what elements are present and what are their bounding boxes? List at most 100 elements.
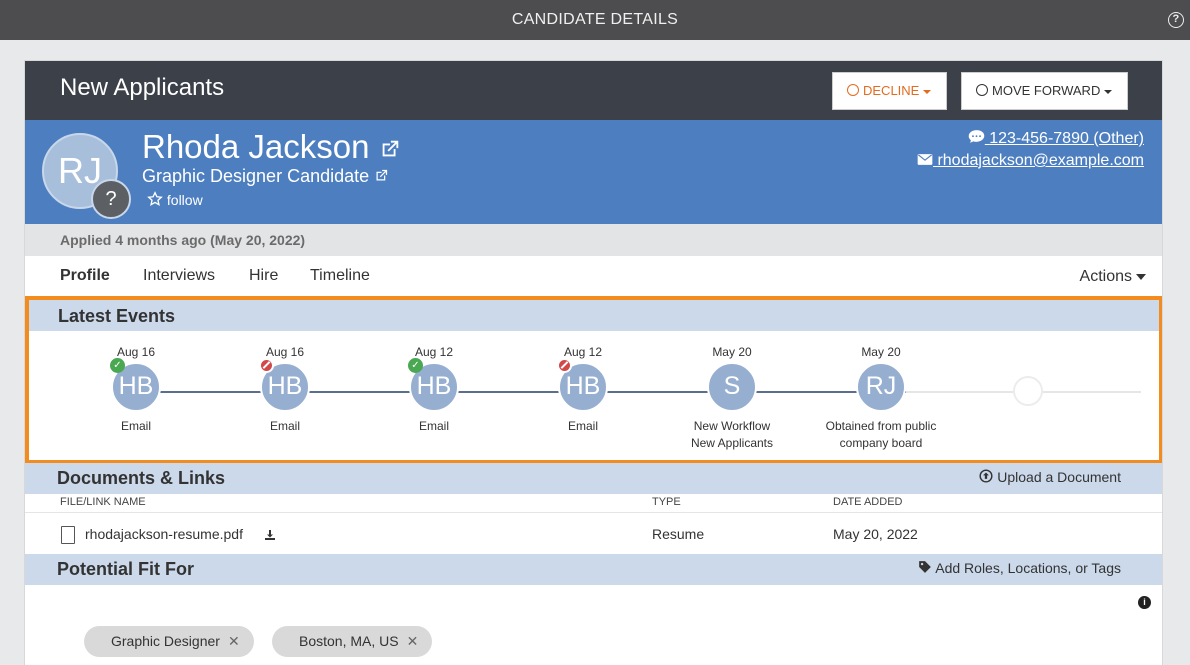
column-type: TYPE bbox=[652, 496, 681, 508]
follow-label: follow bbox=[166, 192, 203, 208]
latest-events-section: Latest Events Aug 16 HB ✓ Email Aug 16 HB… bbox=[25, 296, 1162, 464]
event-label: Email bbox=[418, 419, 449, 433]
event-initials: HB bbox=[267, 372, 303, 400]
event-label-line2: company board bbox=[839, 436, 923, 450]
chip-label: Graphic Designer bbox=[111, 633, 220, 649]
envelope-icon bbox=[917, 154, 933, 165]
decline-button[interactable]: DECLINE bbox=[832, 72, 947, 110]
ban-icon bbox=[259, 358, 274, 373]
external-link-icon[interactable] bbox=[374, 168, 389, 183]
caret-down-icon bbox=[1104, 89, 1113, 94]
document-name-link[interactable]: rhodajackson-resume.pdf bbox=[85, 526, 243, 542]
avatar-source-badge[interactable]: ? bbox=[91, 179, 131, 219]
timeline-event[interactable]: Aug 16 HB Email bbox=[210, 345, 360, 435]
move-forward-button[interactable]: MOVE FORWARD bbox=[961, 72, 1128, 110]
tab-interviews[interactable]: Interviews bbox=[143, 267, 216, 284]
event-date: Aug 16 bbox=[116, 345, 156, 359]
timeline-event[interactable]: Aug 12 HB Email bbox=[508, 345, 658, 435]
event-label-line1: Obtained from public bbox=[825, 419, 937, 433]
add-tags-label: Add Roles, Locations, or Tags bbox=[935, 560, 1121, 576]
event-label: New Workflow New Applicants bbox=[657, 418, 807, 452]
applied-date: Applied 4 months ago (May 20, 2022) bbox=[60, 232, 306, 248]
badge-text: ? bbox=[105, 188, 117, 210]
question-circle-icon[interactable]: ? bbox=[1168, 12, 1184, 28]
event-initials: HB bbox=[416, 372, 452, 400]
ban-icon bbox=[847, 84, 859, 96]
file-pdf-icon bbox=[61, 526, 75, 544]
candidate-name[interactable]: Rhoda Jackson bbox=[142, 128, 401, 166]
timeline-end-marker bbox=[1013, 376, 1043, 406]
top-bar: CANDIDATE DETAILS ? bbox=[0, 0, 1190, 40]
external-link-icon[interactable] bbox=[379, 138, 401, 160]
upload-circle-icon bbox=[979, 469, 993, 483]
event-initials: RJ bbox=[865, 372, 897, 400]
phone-link[interactable]: 123-456-7890 (Other) bbox=[968, 129, 1144, 148]
event-initials: HB bbox=[118, 372, 154, 400]
event-avatar: HB bbox=[557, 358, 608, 412]
candidate-role-text: Graphic Designer Candidate bbox=[142, 166, 370, 186]
event-label: Obtained from public company board bbox=[806, 418, 956, 452]
candidate-avatar: RJ bbox=[42, 133, 118, 209]
upload-label: Upload a Document bbox=[997, 469, 1121, 485]
potential-fit-header: Potential Fit For Add Roles, Locations, … bbox=[25, 554, 1162, 585]
tab-hire[interactable]: Hire bbox=[249, 267, 279, 284]
column-file-name: FILE/LINK NAME bbox=[60, 496, 146, 508]
timeline-event[interactable]: May 20 S New Workflow New Applicants bbox=[657, 345, 807, 452]
comment-icon bbox=[968, 130, 985, 143]
documents-table-header: FILE/LINK NAME TYPE DATE ADDED bbox=[25, 494, 1162, 512]
chip-label: Boston, MA, US bbox=[299, 633, 399, 649]
remove-chip-icon[interactable]: ✕ bbox=[406, 633, 419, 649]
phone-text: 123-456-7890 (Other) bbox=[989, 130, 1144, 147]
email-link[interactable]: rhodajackson@example.com bbox=[917, 152, 1144, 170]
add-tags-button[interactable]: Add Roles, Locations, or Tags bbox=[918, 560, 1121, 576]
tab-profile[interactable]: Profile bbox=[60, 267, 110, 284]
event-initials: S bbox=[723, 372, 741, 400]
caret-down-icon bbox=[1136, 273, 1146, 280]
page-title: CANDIDATE DETAILS bbox=[511, 11, 679, 28]
event-date: Aug 16 bbox=[265, 345, 305, 359]
download-icon[interactable] bbox=[264, 529, 276, 541]
event-label-line1: New Workflow bbox=[693, 419, 771, 433]
fit-chip: Graphic Designer ✕ bbox=[84, 626, 254, 657]
actions-dropdown[interactable]: Actions bbox=[1080, 268, 1146, 286]
event-avatar: RJ bbox=[856, 362, 906, 412]
latest-events-title: Latest Events bbox=[58, 306, 176, 326]
timeline-event[interactable]: Aug 12 HB ✓ Email bbox=[359, 345, 509, 435]
documents-header: Documents & Links Upload a Document bbox=[25, 463, 1162, 494]
latest-events-header: Latest Events bbox=[29, 300, 1159, 331]
stage-title: New Applicants bbox=[60, 74, 225, 101]
event-avatar: HB bbox=[259, 358, 310, 412]
follow-button[interactable]: follow bbox=[147, 191, 203, 208]
table-row: rhodajackson-resume.pdf Resume May 20, 2… bbox=[25, 512, 1162, 554]
tab-bar: Profile Interviews Hire Timeline Actions bbox=[25, 256, 1162, 296]
move-forward-label: MOVE FORWARD bbox=[992, 83, 1101, 98]
upload-document-button[interactable]: Upload a Document bbox=[979, 469, 1121, 485]
actions-label: Actions bbox=[1079, 268, 1132, 285]
check-circle-icon: ✓ bbox=[110, 358, 125, 373]
star-icon bbox=[147, 191, 163, 206]
caret-down-icon bbox=[923, 89, 932, 94]
email-text: rhodajackson@example.com bbox=[937, 152, 1144, 169]
applied-bar: Applied 4 months ago (May 20, 2022) bbox=[25, 224, 1162, 256]
candidate-header: RJ ? Rhoda Jackson Graphic Designer Cand… bbox=[25, 120, 1162, 224]
document-date: May 20, 2022 bbox=[833, 526, 918, 542]
documents-title: Documents & Links bbox=[57, 468, 226, 488]
fit-chip: Boston, MA, US ✕ bbox=[272, 626, 433, 657]
event-date: Aug 12 bbox=[414, 345, 454, 359]
tab-timeline[interactable]: Timeline bbox=[310, 267, 370, 284]
event-label: Email bbox=[567, 419, 598, 433]
event-avatar: S bbox=[707, 362, 757, 412]
timeline-event[interactable]: Aug 16 HB ✓ Email bbox=[61, 345, 211, 435]
ban-icon bbox=[557, 358, 572, 373]
info-icon[interactable]: i bbox=[1138, 596, 1151, 609]
timeline-event[interactable]: May 20 RJ Obtained from public company bo… bbox=[806, 345, 956, 452]
remove-chip-icon[interactable]: ✕ bbox=[227, 633, 240, 649]
event-date: May 20 bbox=[712, 345, 752, 359]
event-label-line2: New Applicants bbox=[690, 436, 774, 450]
event-label: Email bbox=[120, 419, 151, 433]
candidate-name-text: Rhoda Jackson bbox=[142, 128, 370, 165]
decline-label: DECLINE bbox=[863, 83, 920, 98]
tag-icon bbox=[919, 561, 931, 573]
candidate-role[interactable]: Graphic Designer Candidate bbox=[142, 166, 389, 187]
document-type: Resume bbox=[652, 526, 705, 542]
